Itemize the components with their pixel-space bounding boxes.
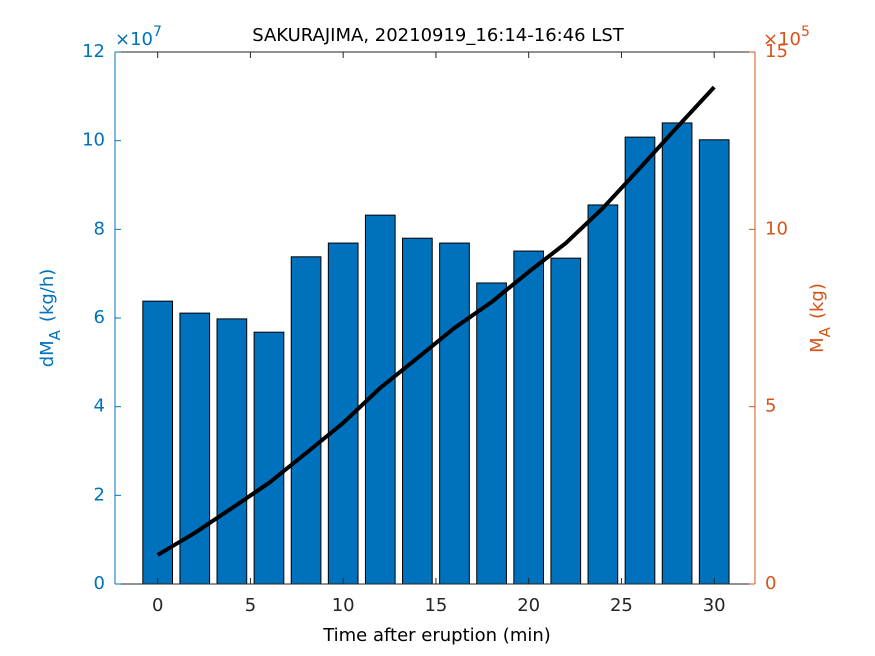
axis-label-sub: A: [46, 329, 64, 340]
y-tick-label: 10: [82, 130, 105, 151]
x-tick-label: 15: [424, 595, 447, 616]
y-tick-label: 8: [94, 218, 105, 239]
chart-title: SAKURAJIMA, 20210919_16:14-16:46 LST: [252, 25, 625, 46]
y2-tick-label: 15: [765, 41, 788, 62]
bar: [290, 256, 322, 585]
bar: [587, 204, 619, 585]
bar: [179, 312, 211, 585]
exponent-power: 7: [153, 24, 162, 40]
y-tick-label: 4: [94, 396, 105, 417]
bar: [624, 136, 656, 585]
x-tick-label: 30: [703, 595, 726, 616]
bar: [142, 300, 174, 585]
bar: [216, 318, 248, 585]
x-tick-label: 0: [152, 595, 163, 616]
x-tick-label: 5: [245, 595, 256, 616]
bar: [253, 331, 285, 585]
axis-label-main: dM: [37, 340, 58, 367]
bar: [439, 242, 470, 585]
y2-tick-label: 10: [765, 218, 788, 239]
axis-label-sub: A: [816, 326, 834, 337]
exponent-power: 5: [801, 24, 810, 40]
y-tick-label: 0: [94, 573, 105, 594]
axis-label-main: M: [807, 337, 828, 353]
x-tick-label: 25: [610, 595, 633, 616]
bar: [698, 139, 730, 585]
bar: [513, 250, 545, 585]
x-tick-label: 10: [332, 595, 355, 616]
bar: [550, 257, 582, 585]
exponent-base: ×10: [763, 29, 801, 50]
axis-label: dMA (kg/h): [37, 269, 64, 368]
line: [156, 85, 716, 557]
y-tick-label: 2: [94, 484, 105, 505]
bar: [476, 282, 507, 585]
y2-tick-label: 0: [765, 573, 776, 594]
bar: [661, 122, 693, 585]
axis-label-unit: (kg/h): [37, 269, 58, 322]
bar: [402, 237, 433, 585]
exponent-base: ×10: [115, 29, 153, 50]
y-tick-label: 12: [82, 41, 105, 62]
axis-exponent: ×105: [763, 24, 810, 50]
y2-tick-label: 5: [765, 396, 776, 417]
y-tick-label: 6: [94, 307, 105, 328]
axis-label: MA (kg): [807, 283, 834, 353]
x-axis-label: Time after eruption (min): [322, 625, 551, 646]
x-tick-label: 20: [517, 595, 540, 616]
axis-label-unit: (kg): [807, 283, 828, 319]
axis-exponent: ×107: [115, 24, 162, 50]
